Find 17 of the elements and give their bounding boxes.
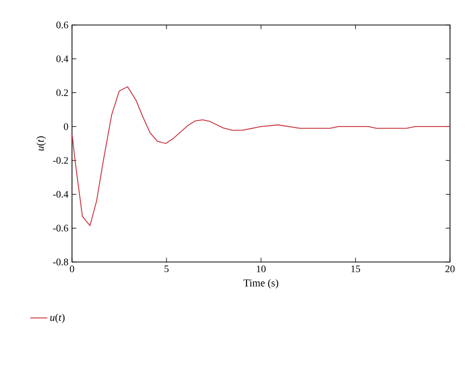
y-tick-label: 0	[64, 123, 68, 130]
x-tick-label: 15	[351, 266, 360, 272]
y-tick-label: -0.8	[53, 258, 68, 266]
y-tick-label: -0.2	[53, 157, 68, 164]
x-tick-label: 10	[256, 266, 266, 272]
x-tick-label: 0	[70, 266, 74, 272]
line-series	[72, 86, 450, 226]
y-tick-label: 0.2	[56, 89, 68, 96]
y-tick-label: 0.6	[56, 22, 68, 28]
legend-label: u(t)	[50, 314, 65, 324]
x-axis-title: Time (s)	[244, 279, 278, 289]
y-tick-label: -0.4	[53, 190, 68, 198]
y-axis-title: u(t)	[36, 136, 46, 151]
y-tick-label: -0.6	[53, 224, 68, 232]
x-tick-label: 20	[445, 266, 455, 272]
x-tick-label: 5	[164, 266, 169, 272]
y-tick-label: 0.4	[56, 55, 68, 62]
